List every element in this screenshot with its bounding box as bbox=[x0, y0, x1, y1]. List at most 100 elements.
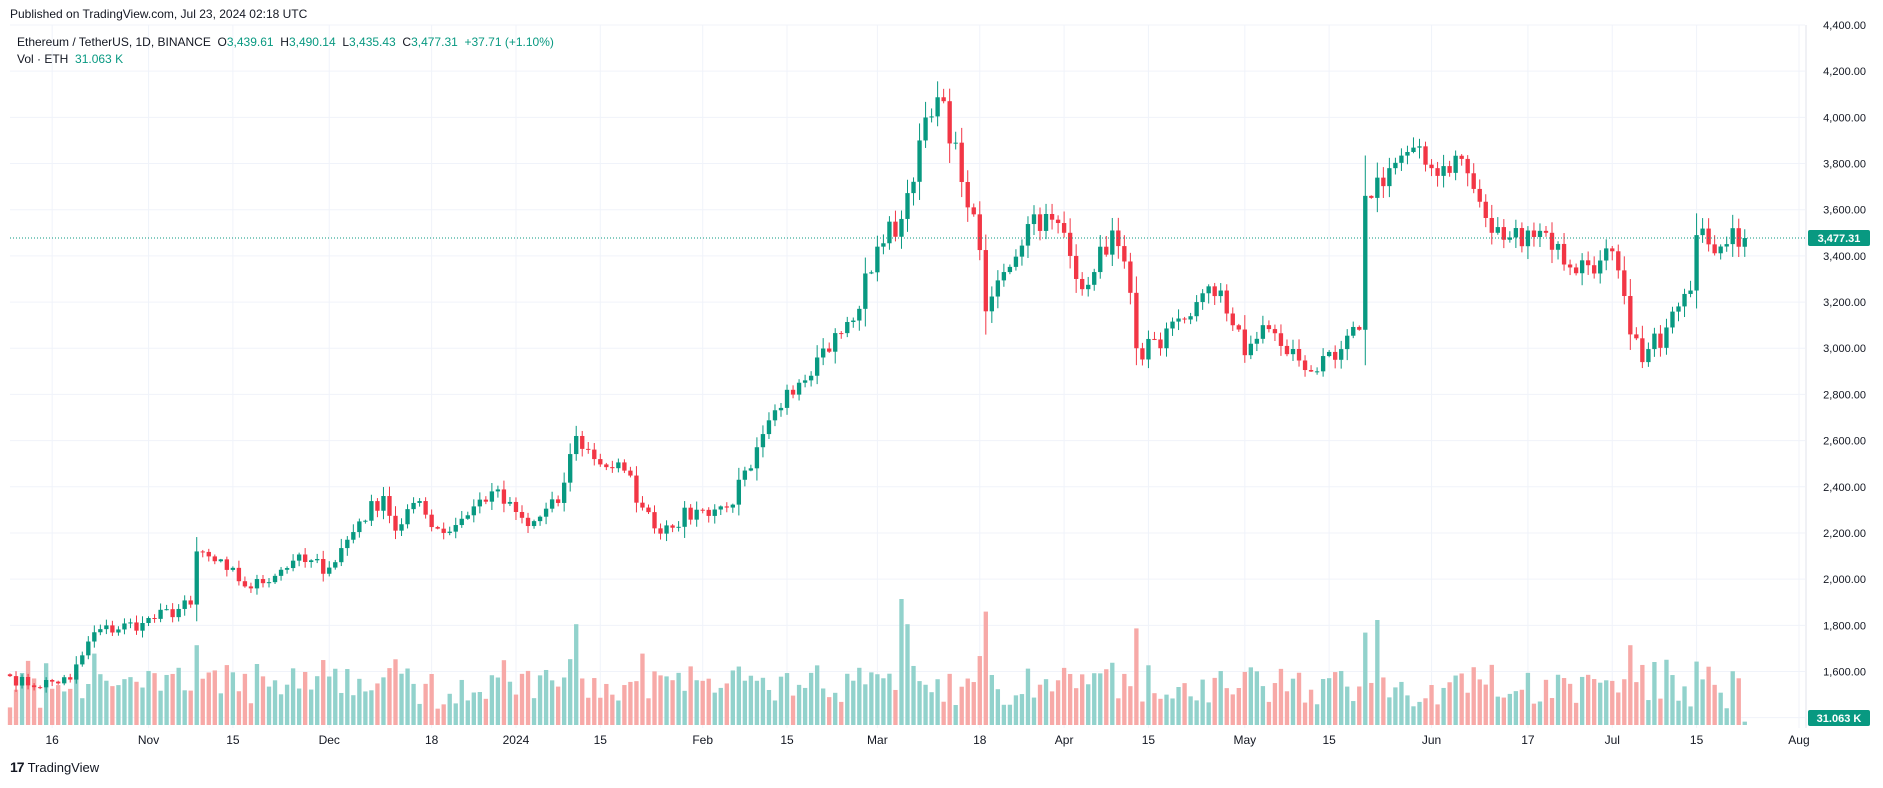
candle-body bbox=[1453, 155, 1458, 173]
candle-body bbox=[501, 489, 507, 504]
symbol-label[interactable]: Ethereum / TetherUS, 1D, BINANCE bbox=[17, 35, 211, 49]
candle-body bbox=[688, 507, 693, 520]
volume-bar bbox=[242, 673, 248, 725]
time-axis[interactable]: 16 Nov 15 Dec 18 2024 15 Feb 15 Mar 18 Apr 15 May 15 Ju… bbox=[45, 733, 1809, 747]
time-tick-label: 16 bbox=[45, 733, 59, 747]
tradingview-logo-icon: 17 bbox=[10, 759, 25, 775]
candle-body bbox=[1700, 228, 1705, 236]
price-tick-label: 2,200.00 bbox=[1823, 528, 1866, 540]
volume-bar bbox=[586, 697, 591, 725]
candle-body bbox=[1332, 351, 1338, 360]
volume-bar bbox=[664, 676, 669, 725]
candle-body bbox=[519, 512, 525, 518]
volume-bar bbox=[1435, 704, 1440, 725]
volume-bar bbox=[447, 693, 452, 725]
volume-label[interactable]: Vol · ETH bbox=[17, 52, 69, 66]
candle-body bbox=[706, 509, 711, 516]
candle-body bbox=[164, 609, 169, 611]
candle-body bbox=[122, 623, 127, 630]
volume-value: 31.063 K bbox=[75, 52, 124, 66]
volume-bar bbox=[1459, 673, 1464, 725]
price-tick-label: 3,200.00 bbox=[1823, 297, 1866, 309]
volume-bar bbox=[1742, 721, 1747, 725]
published-date: Published on TradingView.com, Jul 23, 20… bbox=[10, 7, 308, 21]
candle-body bbox=[13, 676, 19, 686]
volume-bar bbox=[1025, 668, 1031, 725]
time-tick-label: May bbox=[1233, 733, 1256, 747]
candle-body bbox=[1519, 228, 1525, 247]
volume-bar bbox=[104, 680, 109, 725]
volume-bar bbox=[610, 694, 615, 725]
volume-bar bbox=[1278, 668, 1284, 725]
candle-body bbox=[1435, 168, 1440, 176]
price-axis[interactable]: 1,400.001,600.001,800.002,000.002,200.00… bbox=[1823, 20, 1866, 725]
candle-body bbox=[622, 462, 627, 471]
volume-bar bbox=[1320, 679, 1326, 725]
candle-body bbox=[224, 559, 230, 570]
candle-body bbox=[525, 517, 531, 527]
volume-bar bbox=[1218, 671, 1223, 725]
volume-bar bbox=[1712, 684, 1717, 725]
volume-bar bbox=[1206, 702, 1211, 725]
volume-bar bbox=[1700, 679, 1705, 725]
candle-body bbox=[670, 525, 675, 528]
candle-body bbox=[1658, 333, 1663, 348]
candle-body bbox=[1230, 313, 1235, 326]
volume-bar bbox=[1296, 672, 1302, 725]
volume-bar bbox=[658, 675, 663, 725]
candle-body bbox=[1604, 248, 1609, 261]
candle-body bbox=[561, 482, 567, 503]
candle-body bbox=[453, 525, 458, 532]
volume-bar bbox=[730, 670, 735, 725]
volume-bar bbox=[1182, 683, 1187, 725]
volume-bar bbox=[718, 687, 723, 725]
candle-body bbox=[212, 556, 217, 562]
candle-body bbox=[1706, 228, 1711, 245]
candle-body bbox=[845, 322, 850, 334]
time-tick-label: 15 bbox=[594, 733, 608, 747]
low-value: 3,435.43 bbox=[349, 35, 396, 49]
time-tick-label: 15 bbox=[226, 733, 240, 747]
close-value: 3,477.31 bbox=[411, 35, 458, 49]
volume-bar bbox=[1477, 679, 1482, 725]
volume-bar bbox=[766, 689, 772, 725]
volume-bar bbox=[947, 673, 952, 725]
candle-body bbox=[869, 272, 874, 274]
candle-body bbox=[1061, 223, 1067, 233]
volume-bar bbox=[1399, 681, 1404, 725]
volume-bar bbox=[724, 683, 729, 725]
candle-body bbox=[1628, 296, 1633, 335]
candle-body bbox=[875, 246, 880, 273]
volume-bar bbox=[1682, 686, 1687, 725]
volume-bar bbox=[1604, 680, 1609, 725]
volume-bar bbox=[1158, 698, 1163, 725]
candle-body bbox=[405, 509, 410, 525]
time-tick-label: Aug bbox=[1788, 733, 1809, 747]
candle-body bbox=[254, 579, 260, 589]
volume-bar bbox=[1326, 678, 1332, 725]
candle-body bbox=[1555, 243, 1561, 250]
time-tick-label: 17 bbox=[1521, 733, 1535, 747]
volume-bar bbox=[839, 701, 844, 725]
candle-body bbox=[339, 548, 344, 563]
candle-body bbox=[260, 579, 266, 584]
volume-bar bbox=[146, 670, 151, 725]
volume-bar bbox=[56, 685, 61, 725]
candle-body bbox=[507, 501, 513, 504]
tradingview-brand[interactable]: 17 TradingView bbox=[10, 759, 99, 775]
volume-bar bbox=[1212, 677, 1217, 725]
candle-body bbox=[1092, 272, 1097, 285]
candle-body bbox=[839, 333, 844, 335]
volume-bar bbox=[857, 667, 862, 725]
volume-bar bbox=[37, 707, 43, 725]
candle-body bbox=[1019, 245, 1025, 257]
candle-body bbox=[92, 632, 97, 642]
volume-bar bbox=[1441, 687, 1446, 725]
volume-bar bbox=[1519, 689, 1525, 725]
volume-bar bbox=[1375, 620, 1380, 725]
volume-bar bbox=[796, 684, 802, 725]
candle-body bbox=[1676, 306, 1681, 312]
volume-bar bbox=[712, 692, 717, 725]
volume-bar bbox=[1049, 691, 1055, 725]
